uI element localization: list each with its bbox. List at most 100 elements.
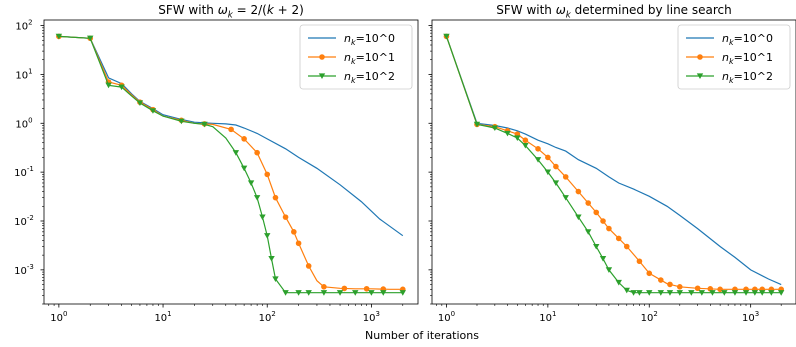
data-point xyxy=(562,195,569,201)
data-point xyxy=(731,290,739,296)
x-tick-label: 100 xyxy=(50,310,67,324)
panel-title-part: SFW with xyxy=(496,3,555,17)
data-point xyxy=(759,290,766,296)
data-point xyxy=(600,218,606,224)
data-point xyxy=(295,240,302,247)
data-point xyxy=(646,290,653,296)
y-tick-label: 102 xyxy=(15,19,32,33)
legend: nk=10^0nk=10^1nk=10^2 xyxy=(677,24,791,90)
panel-title-part: + 2) xyxy=(274,3,304,17)
x-tick-base: 10 xyxy=(259,313,272,324)
x-tick-exp: 2 xyxy=(653,310,657,318)
y-tick-label: 10-3 xyxy=(14,263,34,277)
legend-label: nk=10^0 xyxy=(722,32,773,47)
panel-title: SFW with ωk = 2/(k + 2) xyxy=(158,3,304,20)
data-point xyxy=(363,285,370,292)
data-point xyxy=(768,290,775,296)
data-point xyxy=(336,290,344,296)
data-point xyxy=(272,276,279,282)
data-point xyxy=(491,125,499,132)
data-point xyxy=(688,290,695,296)
data-point xyxy=(676,290,683,296)
legend-label-part: k xyxy=(729,57,734,66)
y-tick-exp: 1 xyxy=(28,67,32,75)
data-point xyxy=(368,290,375,296)
y-tick-label: 10-2 xyxy=(14,214,34,228)
legend-marker xyxy=(697,54,703,60)
legend-label-part: n xyxy=(344,51,351,64)
panel-title: SFW with ωk determined by line search xyxy=(496,3,731,20)
data-point xyxy=(241,136,247,142)
x-tick-base: 10 xyxy=(438,313,451,324)
data-point xyxy=(259,214,266,221)
data-point xyxy=(636,290,643,296)
data-point xyxy=(593,243,600,250)
data-point xyxy=(341,285,348,292)
data-point xyxy=(305,290,312,296)
legend-label-part: =10^1 xyxy=(734,51,773,64)
legend-label-part: =10^2 xyxy=(734,70,773,83)
legend-box xyxy=(299,24,413,90)
data-point xyxy=(721,290,728,296)
legend-label-part: k xyxy=(351,57,356,66)
data-point xyxy=(149,108,157,114)
data-point xyxy=(698,290,706,296)
panel-title-part: k xyxy=(228,10,234,20)
legend-marker xyxy=(319,54,325,60)
plot-area xyxy=(443,33,785,296)
data-point xyxy=(253,195,261,201)
x-tick-exp: 1 xyxy=(552,310,556,318)
data-point xyxy=(105,82,112,89)
y-tick-exp: 2 xyxy=(28,19,32,27)
data-point xyxy=(606,225,612,232)
data-point xyxy=(87,35,94,42)
x-axis-label: Number of iterations xyxy=(365,329,479,342)
legend-label-part: =10^0 xyxy=(734,32,773,45)
legend-label: nk=10^2 xyxy=(722,70,773,85)
series-line xyxy=(445,36,782,286)
data-point xyxy=(247,180,255,186)
y-tick-base: 10 xyxy=(14,217,27,228)
data-point xyxy=(522,137,529,144)
series-line xyxy=(445,36,782,294)
data-point xyxy=(694,285,701,292)
data-point xyxy=(201,121,208,128)
y-tick-label: 101 xyxy=(15,67,32,81)
legend-label-part: k xyxy=(729,38,734,47)
legend-label-part: k xyxy=(351,76,356,85)
legend-label-part: =10^1 xyxy=(356,51,395,64)
y-tick-base: 10 xyxy=(14,168,27,179)
data-point xyxy=(575,188,582,195)
x-tick-exp: 0 xyxy=(63,310,67,318)
x-tick-exp: 3 xyxy=(376,310,380,318)
x-tick-label: 103 xyxy=(742,310,759,324)
x-tick-exp: 3 xyxy=(755,310,759,318)
panel-title-part: SFW with xyxy=(158,3,217,17)
legend-label-part: k xyxy=(729,76,734,85)
data-point xyxy=(585,229,592,235)
data-point xyxy=(264,233,271,239)
data-point xyxy=(178,118,185,125)
y-tick-exp: 0 xyxy=(28,116,32,124)
legend-label: nk=10^0 xyxy=(344,32,395,47)
y-tick-base: 10 xyxy=(15,70,28,81)
data-point xyxy=(751,290,759,296)
data-point xyxy=(295,290,302,296)
y-tick-exp: -3 xyxy=(27,263,34,271)
legend-box xyxy=(677,24,791,90)
data-point xyxy=(240,165,248,172)
data-point xyxy=(282,290,289,296)
data-point xyxy=(552,180,560,186)
x-tick-base: 10 xyxy=(363,313,376,324)
data-point xyxy=(553,163,559,170)
x-tick-base: 10 xyxy=(50,313,63,324)
data-point xyxy=(623,287,630,294)
data-point xyxy=(630,290,637,296)
legend: nk=10^0nk=10^1nk=10^2 xyxy=(299,24,413,90)
data-point xyxy=(575,214,582,221)
y-tick-label: 100 xyxy=(15,116,32,130)
data-point xyxy=(264,171,271,178)
data-point xyxy=(504,130,511,137)
x-tick-base: 10 xyxy=(641,313,654,324)
